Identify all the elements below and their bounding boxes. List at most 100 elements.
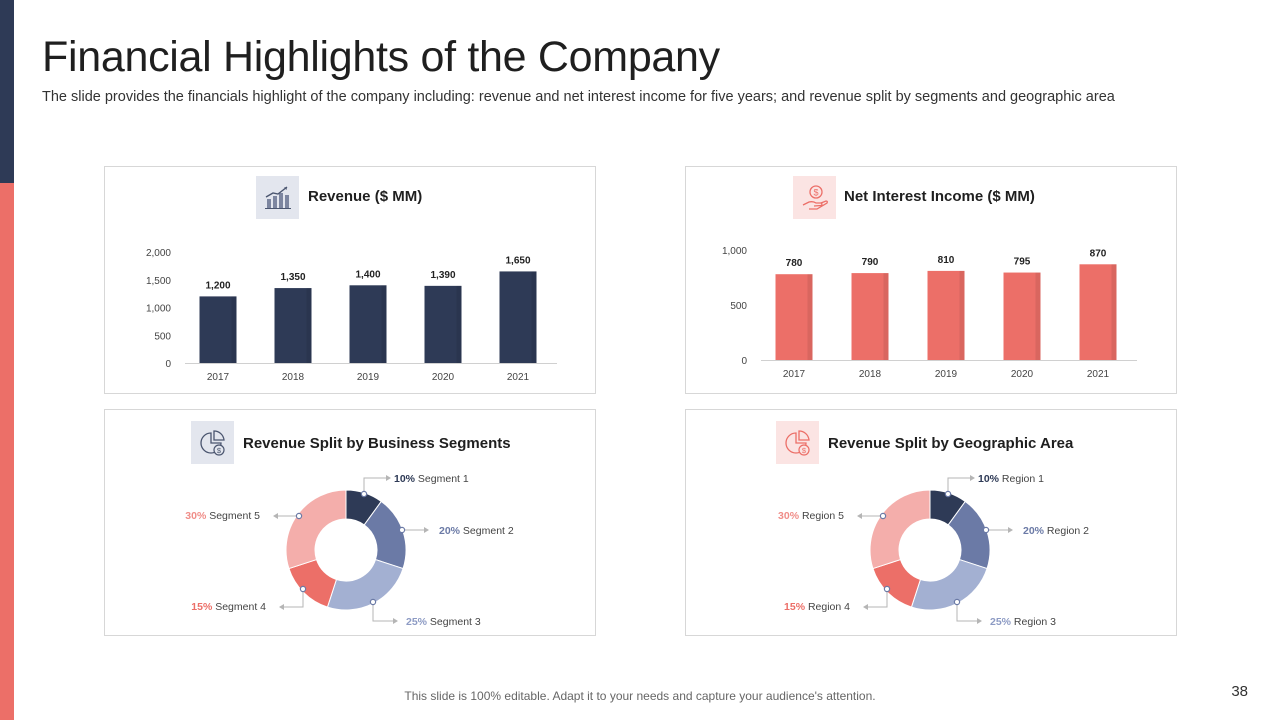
x-tick-label: 2019: [357, 372, 380, 383]
segment-name: Region 2: [1044, 525, 1089, 537]
y-tick-label: 1,000: [146, 304, 171, 315]
leader-arrow: [863, 604, 868, 610]
geographic-panel: $ Revenue Split by Geographic Area 10% R…: [685, 409, 1177, 636]
leader-dot: [398, 526, 406, 534]
leader-line: [868, 589, 888, 608]
revenue-panel: Revenue ($ MM) 0 500 1,000 1,500 2,000 1,200 2…: [104, 166, 596, 394]
leader-line: [956, 602, 977, 622]
leader-dot: [982, 526, 990, 534]
segment-label: 30% Segment 5: [185, 510, 260, 522]
revenue-chart-icon: [256, 176, 299, 219]
bar-value-label: 1,650: [505, 255, 530, 266]
bar-shade: [1035, 272, 1041, 360]
segments-title: Revenue Split by Business Segments: [243, 435, 511, 452]
segment-name: Segment 1: [415, 473, 469, 485]
leader-dot: [879, 512, 887, 520]
bar: [499, 271, 537, 363]
x-tick-label: 2017: [207, 372, 230, 383]
segment-label: 25% Segment 3: [406, 616, 481, 628]
x-tick-label: 2018: [859, 369, 882, 380]
bar-value-label: 810: [938, 255, 955, 266]
leader-line: [947, 477, 970, 494]
segments-donut-chart: 10% Segment 1 20% Segment 2 25% Segment 3 1…: [185, 473, 514, 628]
x-tick-label: 2018: [282, 372, 305, 383]
segment-percent: 15%: [784, 601, 806, 613]
segment-percent: 20%: [1023, 525, 1045, 537]
y-tick-label: 500: [154, 331, 171, 342]
revenue-title: Revenue ($ MM): [308, 188, 423, 205]
leader-arrow: [279, 604, 284, 610]
bar-shade: [231, 296, 237, 363]
footer-note: This slide is 100% editable. Adapt it to…: [404, 689, 876, 703]
bar-value-label: 870: [1090, 248, 1107, 259]
segment-percent: 30%: [778, 510, 800, 522]
leader-arrow: [977, 618, 982, 624]
segment-label: 30% Region 5: [778, 510, 844, 522]
pie-dollar-icon: $: [191, 421, 234, 464]
geographic-title: Revenue Split by Geographic Area: [828, 435, 1074, 452]
bar: [349, 285, 387, 363]
page-number: 38: [1231, 683, 1248, 700]
segment-name: Segment 4: [212, 601, 266, 613]
leader-dot: [369, 598, 377, 606]
leader-dot: [295, 512, 303, 520]
y-tick-label: 500: [730, 301, 747, 312]
page-title: Financial Highlights of the Company: [42, 33, 720, 81]
segment-label: 10% Segment 1: [394, 473, 469, 485]
left-accent-coral: [0, 183, 14, 720]
segment-percent: 30%: [185, 510, 207, 522]
bar-shade: [807, 274, 813, 360]
bar-shade: [959, 270, 965, 360]
leader-dot: [360, 490, 368, 498]
leader-arrow: [424, 527, 429, 533]
bar-shade: [883, 273, 889, 360]
bar-value-label: 1,400: [355, 269, 380, 280]
segment-label: 25% Region 3: [990, 616, 1056, 628]
bar: [274, 288, 312, 363]
net-interest-title: Net Interest Income ($ MM): [844, 188, 1035, 205]
segment-label: 20% Segment 2: [439, 525, 514, 537]
segment-label: 15% Region 4: [784, 601, 850, 613]
revenue-bar-chart: 0 500 1,000 1,500 2,000 1,200 2017 1,350 2018 1,4…: [146, 248, 557, 383]
x-tick-label: 2021: [507, 372, 530, 383]
x-tick-label: 2017: [783, 369, 806, 380]
segment-percent: 25%: [990, 616, 1012, 628]
segment-label: 15% Segment 4: [191, 601, 266, 613]
left-accent-navy: [0, 0, 14, 183]
segment-name: Segment 3: [427, 616, 481, 628]
segment-percent: 20%: [439, 525, 461, 537]
y-tick-label: 1,500: [146, 276, 171, 287]
bar-shade: [306, 288, 312, 363]
bar-value-label: 1,350: [280, 272, 305, 283]
donut-slice: [326, 558, 404, 611]
leader-arrow: [273, 513, 278, 519]
leader-dot: [953, 598, 961, 606]
hand-dollar-icon: $: [793, 176, 836, 219]
geographic-donut-chart: 10% Region 1 20% Region 2 25% Region 3 15% …: [778, 473, 1089, 628]
leader-dot: [299, 585, 307, 593]
segment-name: Region 1: [999, 473, 1044, 485]
segment-name: Segment 2: [460, 525, 514, 537]
segment-label: 10% Region 1: [978, 473, 1044, 485]
y-tick-label: 1,000: [722, 246, 747, 257]
x-tick-label: 2020: [1011, 369, 1034, 380]
leader-line: [284, 589, 304, 608]
leader-line: [372, 602, 393, 622]
leader-arrow: [1008, 527, 1013, 533]
bar-shade: [1111, 264, 1117, 360]
x-tick-label: 2019: [935, 369, 958, 380]
y-tick-label: 0: [741, 356, 747, 367]
leader-dot: [883, 585, 891, 593]
svg-text:$: $: [801, 446, 806, 455]
bar: [424, 285, 462, 363]
donut-slice: [910, 558, 988, 611]
segment-name: Segment 5: [206, 510, 260, 522]
leader-arrow: [970, 475, 975, 481]
bar: [1079, 264, 1117, 360]
donut-slice: [285, 489, 347, 570]
bar: [1003, 272, 1041, 360]
leader-arrow: [857, 513, 862, 519]
bar-value-label: 795: [1014, 257, 1031, 268]
bar-value-label: 780: [786, 258, 803, 269]
